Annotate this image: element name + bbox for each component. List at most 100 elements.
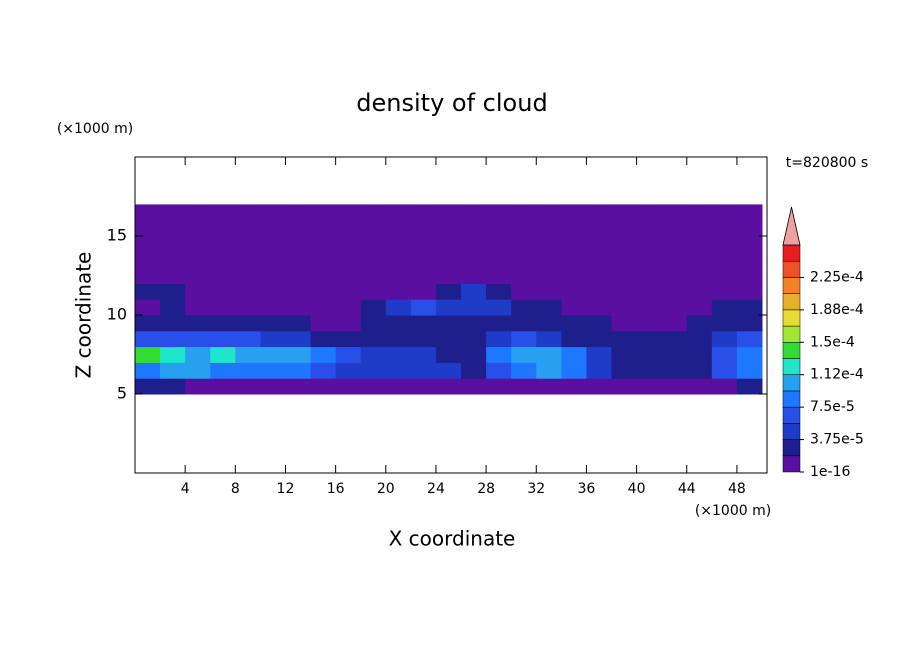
contour-cell <box>561 283 587 300</box>
contour-cell <box>235 204 261 221</box>
contour-cell <box>210 220 236 237</box>
contour-cell <box>736 346 763 363</box>
x-tick-label: 20 <box>377 481 395 497</box>
contour-cell <box>636 283 663 300</box>
contour-cell <box>410 204 437 221</box>
contour-cell <box>385 378 412 395</box>
contour-cell <box>511 362 537 379</box>
contour-cell <box>636 251 663 269</box>
contour-cell <box>385 267 412 284</box>
contour-cell <box>160 378 186 395</box>
contour-cell <box>335 299 362 316</box>
contour-cell <box>160 330 186 348</box>
contour-cell <box>511 346 537 363</box>
contour-cell <box>435 251 462 269</box>
contour-cell <box>561 267 587 284</box>
contour-cell <box>435 283 462 300</box>
contour-cell <box>385 251 412 269</box>
contour-cell <box>736 220 763 237</box>
contour-cell <box>661 220 688 237</box>
contour-cell <box>461 236 487 253</box>
contour-cell <box>686 251 713 269</box>
contour-cell <box>536 330 562 348</box>
contour-cell <box>310 299 337 316</box>
contour-cell <box>135 251 161 269</box>
contour-cell <box>135 362 161 379</box>
contour-cell <box>385 283 412 300</box>
contour-cell <box>310 236 337 253</box>
contour-cell <box>486 204 512 221</box>
contour-cell <box>360 251 387 269</box>
contour-cell <box>160 220 186 237</box>
contour-cell <box>536 220 562 237</box>
contour-cell <box>561 378 587 395</box>
contour-cell <box>736 267 763 284</box>
contour-cell <box>611 330 638 348</box>
contour-cell <box>210 283 236 300</box>
contour-cell <box>586 346 613 363</box>
contour-cell <box>711 346 738 363</box>
contour-cell <box>135 315 161 332</box>
contour-cell <box>410 251 437 269</box>
colorbar-box <box>782 309 801 327</box>
contour-cell <box>511 315 537 332</box>
contour-cell <box>586 251 613 269</box>
contour-cell <box>661 204 688 221</box>
contour-cell <box>185 346 211 363</box>
contour-cell <box>661 330 688 348</box>
contour-cell <box>185 362 211 379</box>
contour-cell <box>385 362 412 379</box>
contour-cell <box>185 283 211 300</box>
colorbar-box <box>782 374 801 392</box>
x-axis-label: X coordinate <box>389 527 516 551</box>
contour-cell <box>711 251 738 269</box>
contour-cell <box>686 204 713 221</box>
x-tick-label: 40 <box>628 481 646 497</box>
contour-cell <box>661 283 688 300</box>
contour-cell <box>486 220 512 237</box>
x-unit: (×1000 m) <box>695 503 771 519</box>
contour-cell <box>185 330 211 348</box>
contour-cell <box>586 315 613 332</box>
colorbar-box <box>782 455 801 473</box>
contour-cell <box>310 267 337 284</box>
contour-cell <box>711 236 738 253</box>
contour-cell <box>736 299 763 316</box>
contour-cell <box>410 236 437 253</box>
contour-cell <box>636 362 663 379</box>
colorbar-box <box>782 244 801 262</box>
contour-cell <box>711 220 738 237</box>
contour-cell <box>486 299 512 316</box>
contour-cell <box>686 220 713 237</box>
contour-cell <box>360 236 387 253</box>
contour-cell <box>210 362 236 379</box>
contour-cell <box>636 346 663 363</box>
contour-cell <box>260 315 286 332</box>
contour-cell <box>661 378 688 395</box>
contour-cell <box>511 204 537 221</box>
x-tick-label: 48 <box>728 481 746 497</box>
contour-cell <box>335 204 362 221</box>
contour-cell <box>711 299 738 316</box>
contour-cell <box>586 204 613 221</box>
contour-cell <box>235 362 261 379</box>
contour-cell <box>586 283 613 300</box>
contour-cell <box>536 267 562 284</box>
contour-cell <box>260 251 286 269</box>
colorbar-tick-label: 3.75e-5 <box>810 432 864 448</box>
contour-cell <box>686 283 713 300</box>
contour-cell <box>561 220 587 237</box>
contour-cell <box>486 315 512 332</box>
colorbar-box <box>782 390 801 408</box>
x-tick-label: 24 <box>427 481 445 497</box>
contour-cell <box>686 378 713 395</box>
contour-cell <box>486 378 512 395</box>
contour-cell <box>160 267 186 284</box>
contour-cell <box>160 346 186 363</box>
colorbar-box <box>782 260 801 278</box>
contour-cell <box>561 299 587 316</box>
contour-cell <box>636 315 663 332</box>
contour-cell <box>435 236 462 253</box>
